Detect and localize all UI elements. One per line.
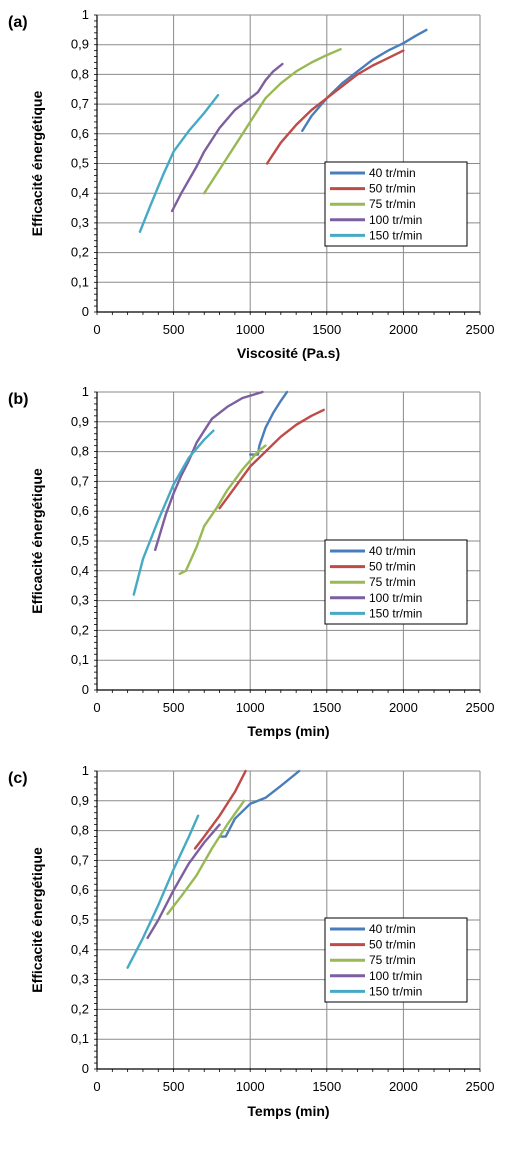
- x-tick-label: 2500: [466, 700, 495, 715]
- y-tick-label: 0,5: [71, 912, 89, 927]
- y-tick-label: 0,7: [71, 852, 89, 867]
- legend-label: 75 tr/min: [369, 575, 416, 589]
- y-tick-label: 1: [82, 384, 89, 399]
- x-tick-label: 1000: [236, 322, 265, 337]
- y-tick-label: 0: [82, 1061, 89, 1076]
- x-axis-label: Temps (min): [247, 1103, 329, 1119]
- x-tick-label: 1500: [312, 1079, 341, 1094]
- legend-label: 50 tr/min: [369, 182, 416, 196]
- y-tick-label: 0,2: [71, 245, 89, 260]
- y-tick-label: 1: [82, 763, 89, 778]
- panel-label: (b): [8, 391, 28, 408]
- x-tick-label: 1000: [236, 1079, 265, 1094]
- legend-label: 50 tr/min: [369, 938, 416, 952]
- series-line-5: [126, 814, 200, 969]
- x-axis-label: Viscosité (Pa.s): [237, 345, 340, 361]
- series-line-1: [301, 28, 428, 133]
- series-line-4: [153, 390, 264, 552]
- series-line-1: [248, 390, 289, 456]
- legend-label: 150 tr/min: [369, 606, 422, 620]
- y-axis-label: Efficacité énergétique: [29, 91, 45, 237]
- y-tick-label: 0,7: [71, 473, 89, 488]
- y-tick-label: 0: [82, 682, 89, 697]
- legend-label: 150 tr/min: [369, 228, 422, 242]
- x-tick-label: 1000: [236, 700, 265, 715]
- x-tick-label: 2500: [466, 1079, 495, 1094]
- legend-label: 100 tr/min: [369, 969, 422, 983]
- y-tick-label: 0,1: [71, 652, 89, 667]
- y-tick-label: 0,9: [71, 793, 89, 808]
- legend-label: 150 tr/min: [369, 984, 422, 998]
- y-tick-label: 0,3: [71, 215, 89, 230]
- y-tick-label: 0,5: [71, 533, 89, 548]
- y-tick-label: 0,7: [71, 96, 89, 111]
- series-line-2: [193, 769, 247, 850]
- x-tick-label: 2000: [389, 322, 418, 337]
- x-tick-label: 2000: [389, 700, 418, 715]
- y-tick-label: 0,5: [71, 156, 89, 171]
- x-tick-label: 0: [93, 700, 100, 715]
- x-tick-label: 1500: [312, 700, 341, 715]
- y-axis-label: Efficacité énergétique: [29, 847, 45, 993]
- legend-label: 75 tr/min: [369, 953, 416, 967]
- y-axis-label: Efficacité énergétique: [29, 468, 45, 614]
- series-line-2: [265, 49, 405, 165]
- y-tick-label: 0: [82, 304, 89, 319]
- y-tick-label: 0,4: [71, 942, 89, 957]
- y-tick-label: 0,4: [71, 185, 89, 200]
- y-tick-label: 0,6: [71, 126, 89, 141]
- panel-label: (a): [8, 14, 28, 31]
- x-tick-label: 500: [163, 1079, 185, 1094]
- chart-panel-b: (b) 0 0,1 0,2 0,3 0,4 0,5 0,6 0,7 0,8 0,9 1 0 500 1000…: [8, 384, 494, 739]
- x-tick-label: 0: [93, 1079, 100, 1094]
- y-tick-label: 0,8: [71, 444, 89, 459]
- y-tick-label: 0,9: [71, 37, 89, 52]
- series-line-3: [166, 799, 246, 916]
- y-tick-label: 0,2: [71, 1001, 89, 1016]
- x-tick-label: 0: [93, 322, 100, 337]
- chart-panel-c: (c) 0 0,1 0,2 0,3 0,4 0,5 0,6 0,7 0,8 0,9 1 0 500 1000…: [8, 763, 494, 1119]
- legend-label: 100 tr/min: [369, 591, 422, 605]
- y-tick-label: 0,6: [71, 503, 89, 518]
- y-tick-label: 0,6: [71, 882, 89, 897]
- y-tick-label: 0,8: [71, 823, 89, 838]
- y-tick-label: 0,3: [71, 972, 89, 987]
- y-tick-label: 0,2: [71, 622, 89, 637]
- legend-label: 50 tr/min: [369, 560, 416, 574]
- legend-label: 40 tr/min: [369, 922, 416, 936]
- y-tick-label: 0,8: [71, 66, 89, 81]
- gridlines: [97, 14, 481, 312]
- x-tick-label: 2000: [389, 1079, 418, 1094]
- series-line-5: [132, 429, 215, 596]
- x-tick-label: 500: [163, 322, 185, 337]
- y-tick-label: 0,9: [71, 414, 89, 429]
- y-tick-label: 0,3: [71, 593, 89, 608]
- x-tick-label: 500: [163, 700, 185, 715]
- series-line-3: [178, 444, 267, 575]
- x-tick-label: 2500: [466, 322, 495, 337]
- series-line-1: [218, 769, 301, 838]
- legend-label: 100 tr/min: [369, 213, 422, 227]
- legend-label: 75 tr/min: [369, 197, 416, 211]
- y-tick-label: 0,1: [71, 1031, 89, 1046]
- x-axis-label: Temps (min): [247, 723, 329, 739]
- chart-panel-a: (a) 0 0,1 0,2 0,3 0,4 0,5 0,6 0,7 0,8 0,9 1 0 500 1000…: [8, 7, 494, 361]
- series-line-3: [202, 48, 342, 195]
- series-line-4: [170, 62, 284, 213]
- legend-label: 40 tr/min: [369, 166, 416, 180]
- series-line-4: [146, 823, 221, 940]
- series-line-5: [138, 93, 220, 234]
- series-line-2: [218, 408, 325, 510]
- y-tick-label: 1: [82, 7, 89, 22]
- panel-label: (c): [8, 770, 28, 787]
- y-tick-label: 0,1: [71, 274, 89, 289]
- x-tick-label: 1500: [312, 322, 341, 337]
- legend-label: 40 tr/min: [369, 544, 416, 558]
- y-tick-label: 0,4: [71, 563, 89, 578]
